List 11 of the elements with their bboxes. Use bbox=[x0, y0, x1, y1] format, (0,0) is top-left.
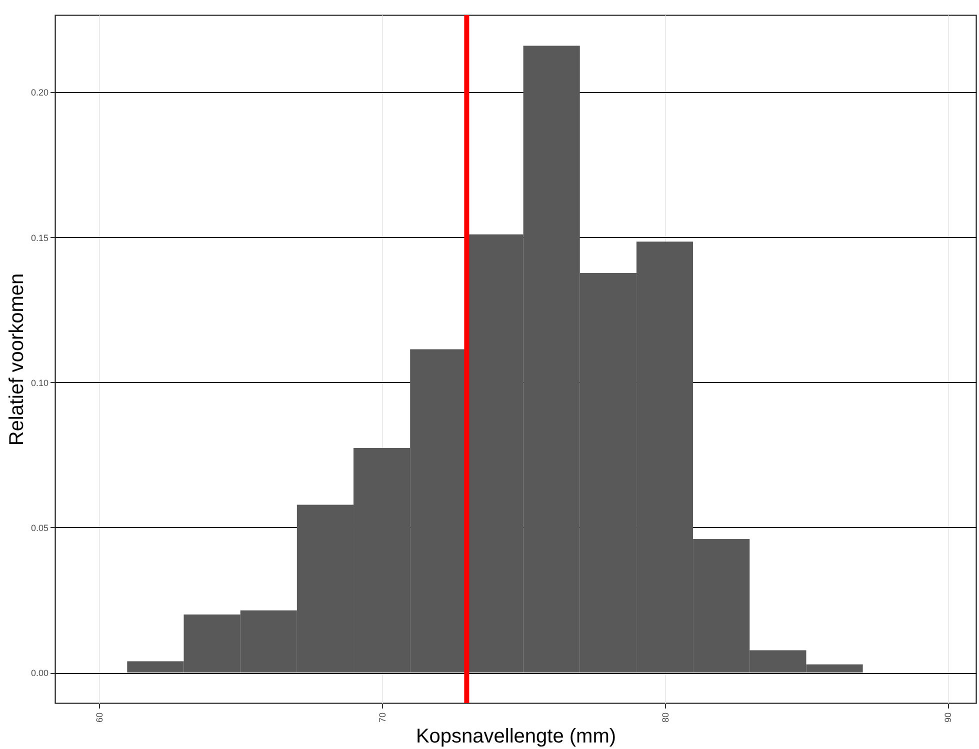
y-tick-label: 0.15 bbox=[30, 232, 48, 243]
x-tick-label: 80 bbox=[660, 712, 670, 723]
y-tick-label: 0.20 bbox=[30, 88, 48, 98]
y-axis-title: Relatief voorkomen bbox=[6, 273, 28, 446]
x-tick-label: 70 bbox=[377, 712, 388, 723]
y-tick-label: 0.00 bbox=[30, 668, 48, 678]
y-tick-label: 0.05 bbox=[30, 522, 48, 533]
x-tick-label: 60 bbox=[94, 712, 104, 723]
y-tick-label: 0.10 bbox=[30, 378, 48, 388]
x-tick-label: 90 bbox=[943, 712, 954, 723]
x-axis-title: Kopsnavellengte (mm) bbox=[416, 726, 616, 748]
